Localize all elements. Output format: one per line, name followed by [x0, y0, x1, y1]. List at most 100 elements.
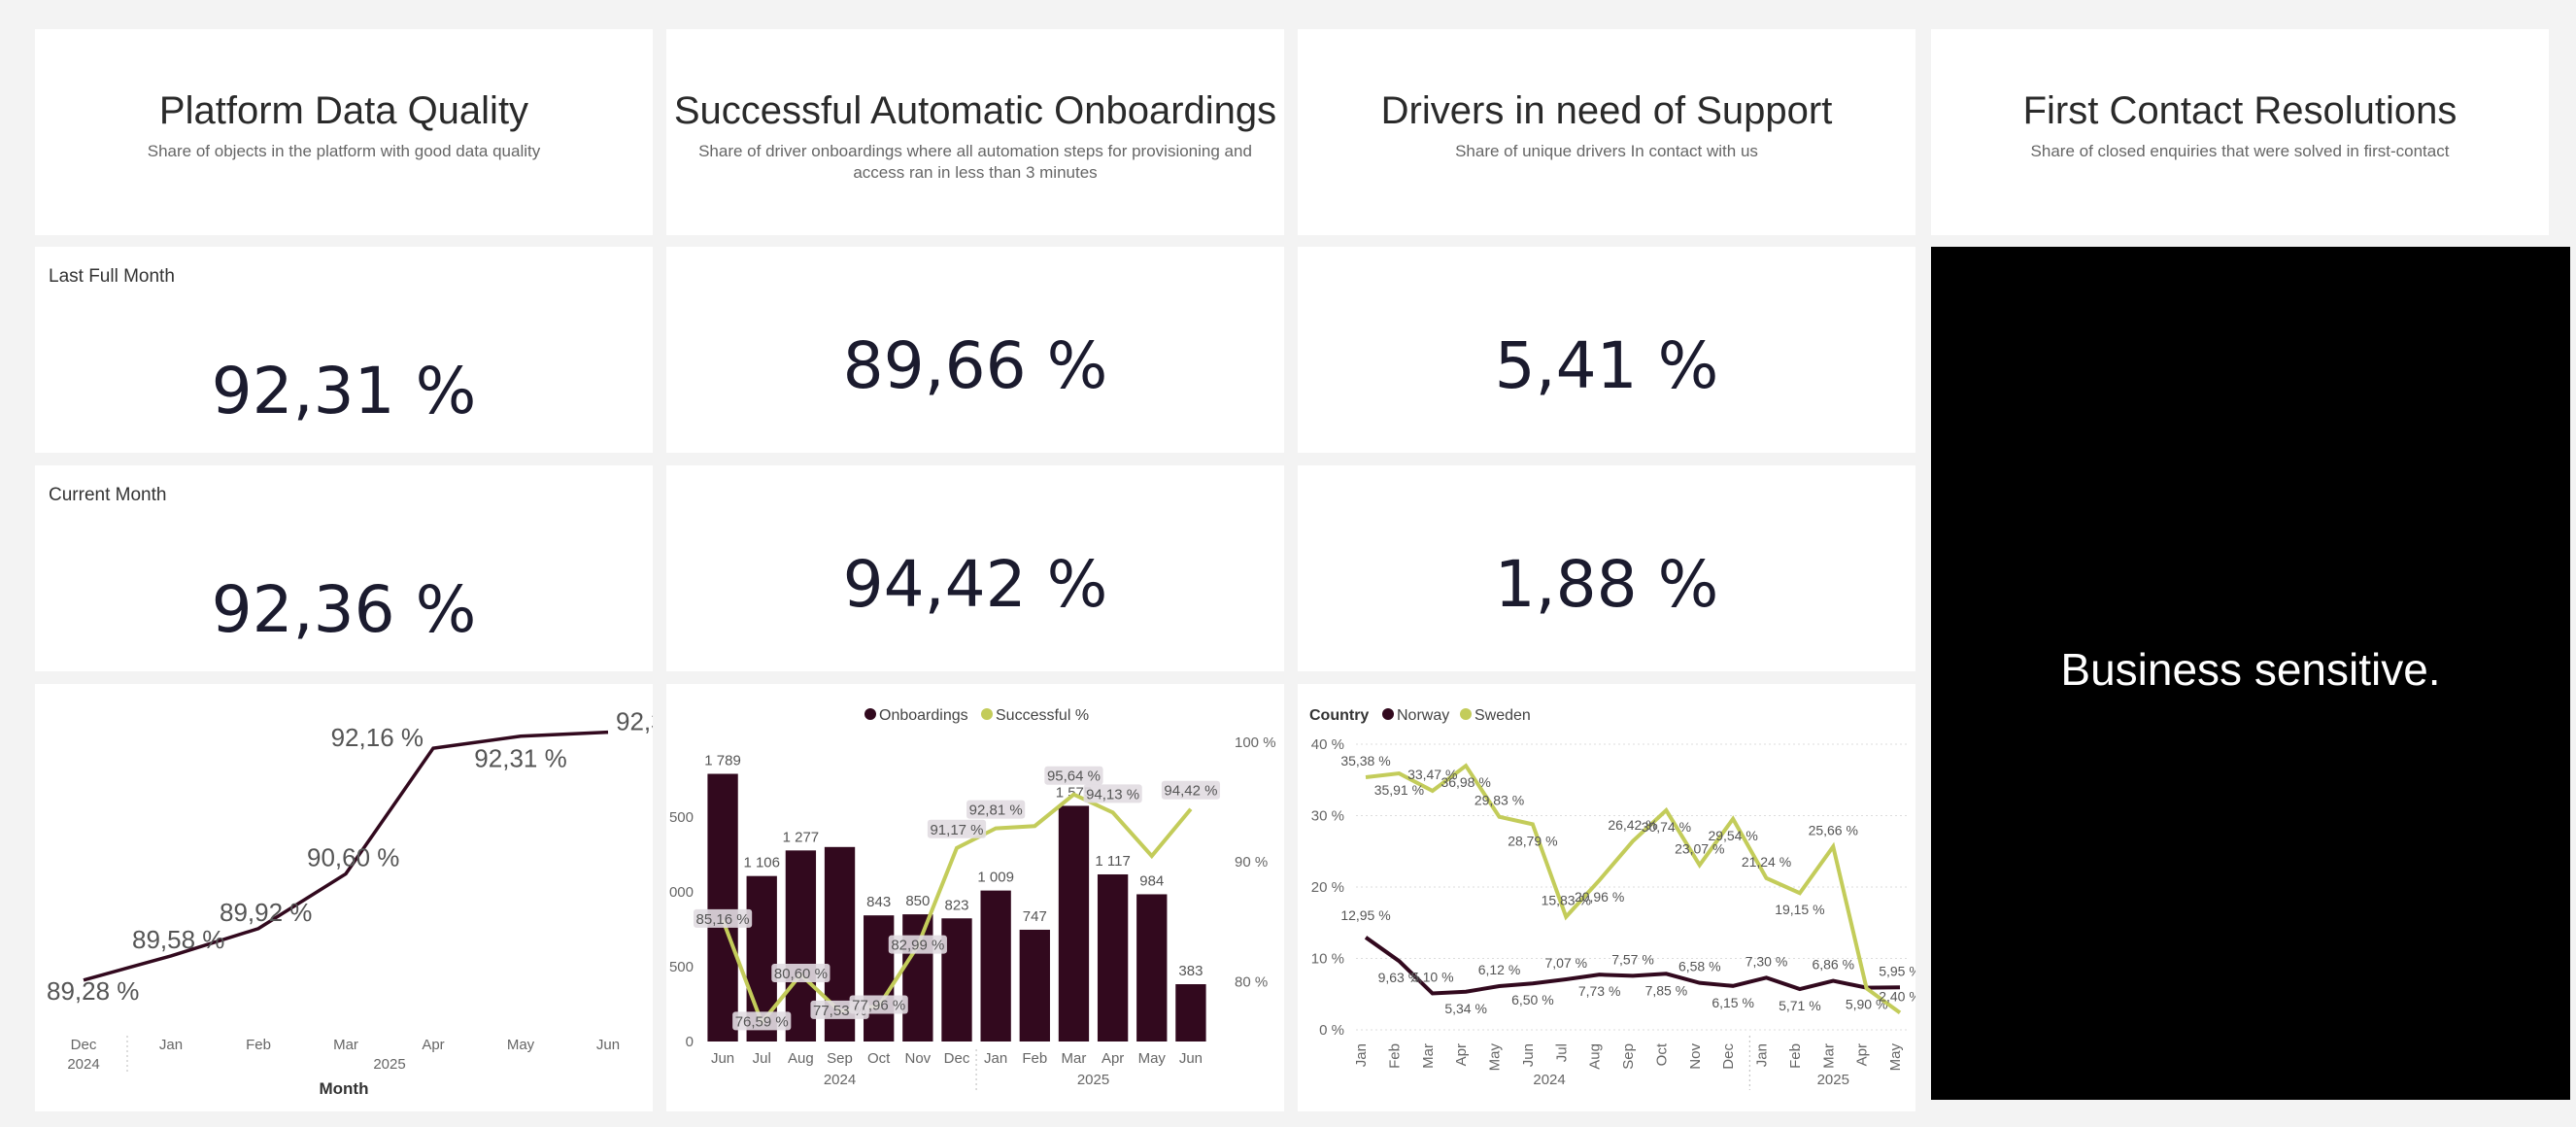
tile-title: First Contact Resolutions [2022, 89, 2457, 132]
kpi-value: 89,66 % [842, 328, 1108, 403]
bar [1097, 873, 1129, 1042]
kpi-card-current-onboardings: 94,42 % [666, 465, 1284, 671]
data-label: 9,63 % [1378, 970, 1421, 985]
data-label: 35,38 % [1340, 753, 1390, 768]
redacted-text: Business sensitive. [2060, 644, 2441, 695]
y2-tick-label: 80 % [1235, 973, 1268, 990]
kpi-value: 1,88 % [1494, 547, 1719, 622]
kpi-value: 5,41 % [1494, 328, 1719, 403]
line-label-bg [1044, 766, 1103, 785]
year-label: 2024 [67, 1056, 99, 1073]
x-tick-label: May [1487, 1043, 1504, 1072]
data-label: 6,58 % [1678, 959, 1721, 974]
data-label: 89,28 % [47, 976, 139, 1006]
x-tick-label: Dec [944, 1050, 970, 1067]
y2-tick-label: 90 % [1235, 854, 1268, 871]
x-tick-label: Oct [1653, 1042, 1670, 1066]
x-tick-label: Aug [1587, 1043, 1604, 1070]
x-tick-label: Dec [71, 1037, 97, 1053]
series-line-norway [1364, 936, 1901, 996]
year-label: 2025 [1817, 1072, 1849, 1088]
x-tick-label: Dec [1720, 1043, 1737, 1070]
x-tick-label: Jul [1553, 1043, 1570, 1062]
line-label: 85,16 % [696, 911, 750, 928]
legend-marker-norway [1382, 708, 1394, 720]
line-label-bg [888, 935, 947, 954]
x-tick-label: Mar [1820, 1043, 1837, 1069]
data-label: 2,40 % [1879, 988, 1915, 1004]
legend-title: Country [1309, 707, 1369, 724]
bar [980, 890, 1011, 1042]
x-tick-label: Jan [984, 1050, 1007, 1067]
line-label: 80,60 % [774, 966, 828, 982]
data-label: 89,58 % [132, 925, 224, 954]
data-label: 29,54 % [1708, 828, 1757, 843]
line-label: 94,13 % [1086, 786, 1139, 803]
data-label: 6,86 % [1812, 957, 1854, 973]
line-label-bg [1161, 780, 1221, 800]
data-label: 6,15 % [1712, 995, 1754, 1010]
series-line-sweden [1365, 763, 1902, 1014]
x-tick-label: Nov [905, 1050, 932, 1067]
legend-marker-onboardings [864, 708, 876, 720]
year-label: 2025 [1077, 1072, 1109, 1088]
tile-subtitle: Share of unique drivers In contact with … [1455, 142, 1758, 160]
line-label-bg [732, 1011, 792, 1031]
x-tick-label: Jan [159, 1037, 183, 1053]
line-label-bg [927, 819, 987, 838]
data-label: 6,50 % [1511, 992, 1554, 1007]
legend-label: Onboardings [879, 707, 968, 724]
data-label: 5,90 % [1846, 997, 1888, 1012]
line-label-bg [1083, 784, 1142, 803]
kpi-card-last-full-quality: Last Full Month 92,31 % [35, 247, 653, 453]
line-label: 94,42 % [1164, 783, 1217, 800]
x-tick-label: May [1887, 1043, 1904, 1072]
kpi-value: 92,36 % [211, 572, 477, 647]
x-tick-label: Feb [246, 1037, 271, 1053]
data-label: 19,15 % [1775, 902, 1824, 917]
year-label: 2024 [1533, 1072, 1565, 1088]
y-tick-label: 10 % [1311, 951, 1344, 968]
bar [902, 914, 933, 1042]
data-label: 7,73 % [1578, 983, 1621, 999]
x-tick-label: Mar [1420, 1043, 1437, 1069]
quality-line-chart: 89,28 % 89,58 %89,92 % 90,60 % 92,16 % 92,31… [47, 707, 708, 1098]
legend-marker-sweden [1460, 708, 1472, 720]
data-label: 7,57 % [1611, 951, 1654, 967]
x-tick-label: Apr [422, 1037, 444, 1053]
bar-label: 1 106 [743, 855, 780, 871]
data-label: 15,83 % [1542, 893, 1591, 908]
chart-card-onboardings: Onboardings Successful % 0 500 1 000 1 500 80 … [657, 684, 1284, 1111]
x-tick-label: Jan [1754, 1043, 1771, 1067]
x-tick-label: Apr [1102, 1050, 1124, 1067]
data-label: 12,95 % [1340, 907, 1390, 923]
data-label: 26,42 % [1608, 817, 1657, 833]
data-label: 7,30 % [1746, 953, 1788, 969]
bar-label: 747 [1023, 908, 1047, 925]
line-label: 82,99 % [891, 938, 944, 954]
data-label: 21,24 % [1742, 854, 1791, 870]
tile-platform-data-quality: Platform Data Quality Share of objects i… [35, 29, 653, 235]
line-label: 76,59 % [735, 1013, 789, 1030]
quality-line [83, 730, 609, 982]
tile-subtitle: Share of driver onboardings where all au… [698, 142, 1252, 182]
bar-label: 1 009 [977, 870, 1014, 886]
last-full-month-label: Last Full Month [49, 266, 175, 287]
data-label: 30,74 % [1642, 819, 1691, 835]
data-label: 35,91 % [1374, 782, 1424, 798]
x-tick-label: Jun [596, 1037, 620, 1053]
data-label: 5,10 % [1411, 970, 1454, 985]
line-label-bg [966, 800, 1026, 819]
current-month-label: Current Month [49, 485, 167, 505]
year-label: 2024 [824, 1072, 856, 1088]
kpi-card-current-quality: Current Month 92,36 % [35, 465, 653, 671]
bar [864, 915, 895, 1042]
tile-subtitle: Share of closed enquiries that were solv… [2030, 142, 2450, 160]
tile-title: Successful Automatic Onboardings [673, 89, 1277, 132]
legend-label: Norway [1397, 707, 1449, 724]
bar-label: 1 277 [783, 829, 820, 845]
onboardings-combo-chart: Onboardings Successful % 0 500 1 000 1 500 80 … [657, 707, 1276, 1090]
kpi-value: 94,42 % [842, 547, 1108, 622]
data-label: 36,98 % [1441, 774, 1490, 790]
x-tick-label: Apr [1453, 1043, 1470, 1066]
